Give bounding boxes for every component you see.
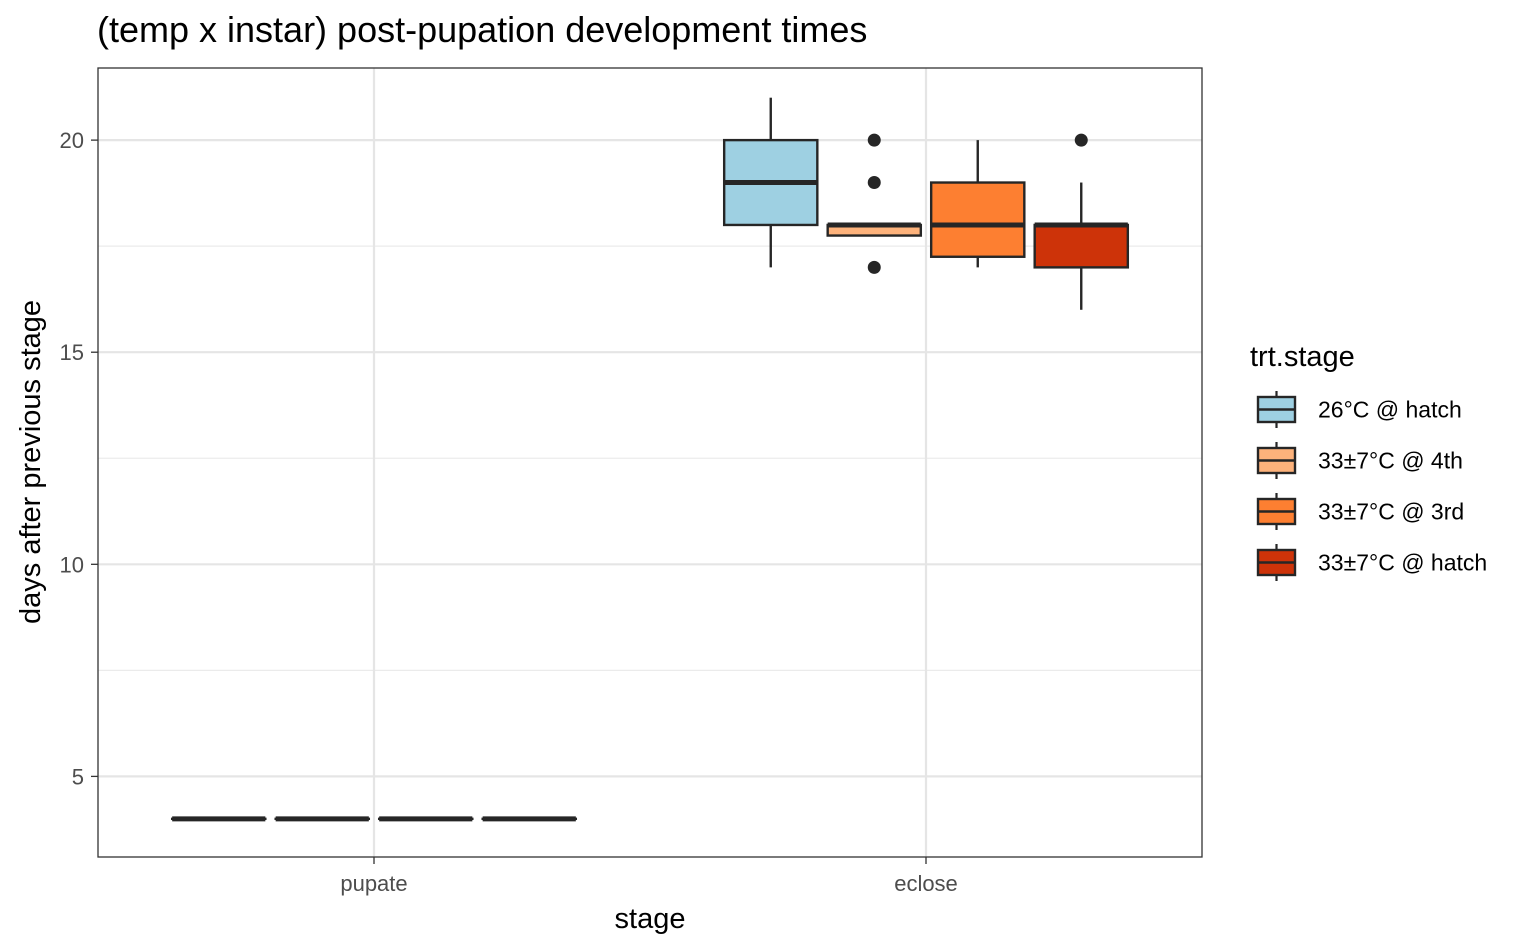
x-tick-label: pupate (340, 871, 407, 896)
x-axis-title: stage (615, 903, 686, 935)
box-body (929, 181, 1026, 258)
legend-item: 33±7°C @ 3rd (1256, 493, 1464, 530)
legend-label: 33±7°C @ 4th (1318, 448, 1463, 474)
box-outlier-point (1074, 133, 1088, 147)
plot-grid (98, 68, 1202, 857)
box-eclose-3 (1033, 133, 1130, 310)
legend-label: 33±7°C @ hatch (1318, 550, 1487, 576)
legend-item: 26°C @ hatch (1256, 391, 1462, 428)
plot-panel-border (97, 67, 1203, 858)
legend-item: 33±7°C @ 4th (1256, 442, 1463, 479)
x-axis: pupate eclose (340, 857, 958, 896)
box-body (1033, 223, 1130, 269)
chart-title: (temp x instar) post-pupation developmen… (97, 9, 867, 50)
box-eclose-1 (826, 133, 923, 274)
plot-marks (170, 97, 1130, 822)
y-tick-label: 10 (60, 552, 84, 577)
legend: trt.stage 26°C @ hatch 33±7°C @ 4th 33±7°C… (1250, 341, 1487, 581)
legend-label: 26°C @ hatch (1318, 397, 1462, 423)
y-tick-label: 5 (72, 764, 84, 789)
legend-title: trt.stage (1250, 341, 1355, 373)
box-outlier-point (867, 260, 881, 274)
legend-item: 33±7°C @ hatch (1256, 544, 1487, 581)
x-tick-label: eclose (894, 871, 958, 896)
box-eclose-0 (722, 97, 819, 268)
y-tick-label: 15 (60, 340, 84, 365)
legend-label: 33±7°C @ 3rd (1318, 499, 1464, 525)
box-eclose-2 (929, 140, 1026, 268)
y-axis: 5 10 15 20 (60, 128, 98, 789)
y-axis-title: days after previous stage (15, 300, 47, 624)
box-outlier-point (867, 176, 881, 190)
box-outlier-point (867, 133, 881, 147)
y-tick-label: 20 (60, 128, 84, 153)
